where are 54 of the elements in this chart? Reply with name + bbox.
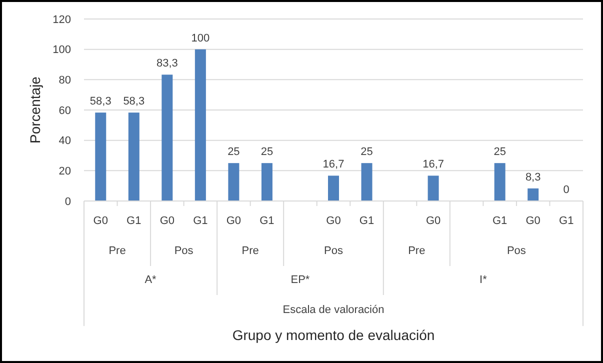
x-tick-label: G1 (260, 214, 274, 227)
y-tick-label: 100 (52, 44, 71, 56)
data-label: 0 (563, 184, 570, 196)
x-tick-label: G0 (326, 214, 341, 227)
y-tick-label: 40 (58, 135, 71, 148)
x-tick-label: G0 (226, 214, 242, 227)
data-label: 58,3 (90, 96, 112, 108)
y-axis-title: Porcentaje (27, 76, 43, 144)
data-label: 25 (228, 146, 240, 158)
data-label: 58,3 (123, 96, 145, 108)
text: Pos (174, 244, 194, 257)
y-tick-label: 60 (58, 104, 71, 117)
x-tick-label: G0 (426, 214, 441, 227)
data-label: 83,3 (156, 58, 178, 70)
x-tick-label: G1 (359, 214, 374, 227)
data-label: 25 (494, 146, 506, 158)
y-tick-label: 20 (58, 166, 71, 178)
x-tick-label: G1 (126, 214, 142, 227)
bar (128, 112, 140, 201)
data-label: 100 (191, 32, 210, 44)
text: EP* (290, 274, 310, 286)
bar (162, 74, 173, 201)
bar (95, 112, 106, 201)
text: I* (480, 274, 488, 286)
text: Escala de valoración (282, 304, 384, 316)
data-label: 25 (260, 146, 274, 158)
text: Pre (242, 244, 259, 257)
text: Pre (108, 244, 126, 257)
bar (528, 188, 539, 201)
data-label: 16,7 (422, 158, 444, 171)
text: A* (144, 274, 158, 286)
bar (228, 163, 240, 201)
data-label: 16,7 (322, 158, 344, 171)
bar (328, 176, 339, 201)
text: Grupo y momento de evaluación (232, 326, 435, 343)
x-tick-label: G1 (559, 214, 574, 227)
text: Pos (506, 244, 526, 257)
x-tick-label: G1 (193, 214, 208, 227)
y-tick-label: 80 (58, 74, 71, 87)
x-tick-label: G1 (492, 214, 508, 227)
bar (261, 163, 272, 201)
bar (361, 163, 372, 201)
x-tick-label: G0 (93, 214, 108, 227)
data-label: 8,3 (525, 171, 541, 184)
y-tick-label: 120 (52, 14, 71, 26)
bar (194, 49, 206, 201)
x-tick-label: G0 (160, 214, 175, 227)
text: Pos (324, 244, 344, 257)
data-label: 25 (360, 146, 373, 158)
text: Pre (408, 244, 426, 257)
bar (428, 176, 439, 201)
x-tick-label: G0 (526, 214, 540, 227)
y-tick-label: 0 (64, 196, 71, 208)
bar (494, 163, 506, 201)
